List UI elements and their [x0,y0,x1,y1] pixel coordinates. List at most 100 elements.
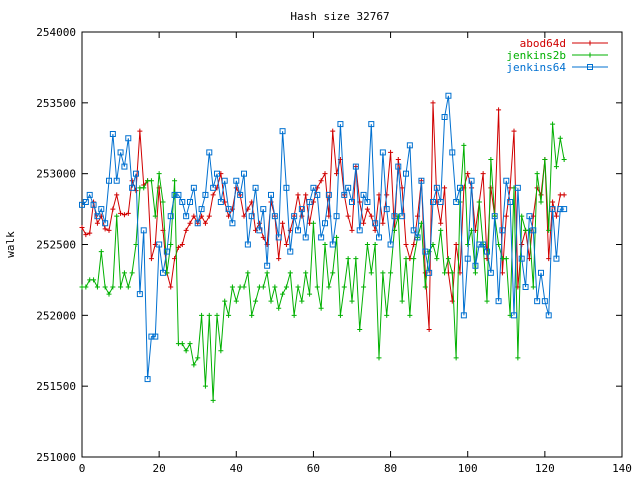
data-point-jenkins64 [426,269,433,276]
data-point-jenkins2b [222,298,228,304]
data-point-jenkins64 [387,241,394,248]
data-point-jenkins64 [260,206,267,213]
data-point-abod64d [114,192,120,198]
data-point-jenkins64 [364,199,371,205]
data-point-abod64d [118,210,124,216]
data-point-jenkins64 [271,213,278,220]
data-point-abod64d [442,185,448,191]
series-jenkins2b [79,121,567,403]
data-point-jenkins2b [121,270,127,276]
legend-marker-jenkins2b [587,52,593,58]
data-point-jenkins2b [341,284,347,290]
data-point-abod64d [465,171,471,177]
data-point-jenkins64 [399,213,406,220]
data-point-jenkins2b [179,341,185,347]
data-point-abod64d [83,232,89,238]
data-point-jenkins64 [476,241,483,248]
data-point-jenkins64 [376,234,382,241]
data-point-abod64d [303,192,309,198]
data-point-abod64d [388,149,394,155]
data-point-jenkins64 [256,227,263,234]
data-point-jenkins64 [190,184,197,191]
data-point-jenkins2b [310,220,316,226]
data-point-abod64d [137,128,143,134]
data-point-jenkins2b [399,298,405,304]
data-point-abod64d [480,171,486,177]
data-point-jenkins2b [218,348,224,354]
data-point-abod64d [550,199,556,205]
data-point-jenkins2b [418,220,424,226]
y-tick-label: 251500 [36,380,76,393]
data-point-abod64d [276,256,282,262]
data-point-jenkins64 [229,220,236,227]
data-point-jenkins64 [433,184,440,191]
data-point-jenkins64 [109,131,116,137]
data-point-jenkins2b [152,213,158,219]
data-point-abod64d [384,192,390,198]
data-point-jenkins2b [361,284,367,290]
data-point-jenkins64 [464,255,471,262]
data-point-jenkins2b [422,284,428,290]
data-point-jenkins64 [530,227,537,234]
data-point-jenkins2b [434,256,440,262]
data-point-jenkins2b [91,277,97,283]
data-point-jenkins2b [141,185,147,191]
data-point-jenkins2b [364,242,370,247]
x-tick-label: 80 [384,462,397,475]
data-point-jenkins2b [411,256,417,262]
series-line-jenkins2b [82,124,565,401]
data-point-jenkins2b [337,312,343,318]
x-tick-label: 40 [230,462,243,475]
data-point-abod64d [94,220,100,226]
data-point-jenkins2b [538,199,544,205]
data-point-jenkins64 [406,142,413,149]
data-point-jenkins64 [372,220,379,227]
data-point-jenkins64 [198,206,205,213]
data-point-jenkins2b [445,256,451,262]
data-point-jenkins2b [318,305,324,311]
data-point-jenkins2b [472,270,478,276]
data-point-jenkins2b [148,178,154,184]
data-point-abod64d [125,210,131,216]
data-point-jenkins2b [519,213,525,219]
data-point-abod64d [399,185,405,191]
data-point-jenkins2b [202,383,208,389]
data-point-jenkins64 [156,241,163,248]
data-point-jenkins64 [349,199,355,205]
data-point-jenkins2b [334,234,340,240]
data-point-jenkins64 [102,220,109,227]
data-point-jenkins64 [445,92,452,99]
data-point-jenkins64 [264,262,271,269]
data-point-jenkins64 [345,184,352,191]
data-point-jenkins64 [491,213,498,220]
x-tick-label: 140 [612,462,632,475]
data-point-abod64d [496,107,502,113]
data-point-jenkins64 [318,234,325,241]
data-point-jenkins2b [102,284,108,290]
data-point-jenkins2b [303,270,309,276]
data-point-jenkins64 [117,149,124,156]
data-point-abod64d [438,220,444,226]
data-point-jenkins2b [542,157,548,162]
data-point-jenkins2b [133,242,139,247]
series-abod64d [79,100,567,332]
data-point-jenkins64 [82,199,89,205]
data-point-abod64d [110,206,116,212]
data-point-jenkins64 [418,177,425,184]
data-point-jenkins64 [225,206,232,213]
data-point-abod64d [403,242,409,247]
data-point-abod64d [295,192,301,198]
data-point-jenkins64 [379,149,386,156]
data-point-jenkins64 [453,199,460,205]
data-point-jenkins2b [388,270,394,276]
data-point-jenkins64 [206,149,213,156]
data-point-abod64d [553,213,559,219]
data-point-jenkins2b [272,284,278,290]
data-point-jenkins64 [163,248,170,255]
data-point-jenkins64 [179,199,186,205]
data-point-jenkins2b [384,312,390,318]
data-point-jenkins64 [214,170,220,177]
data-point-abod64d [148,256,154,262]
data-point-abod64d [368,213,374,219]
data-point-jenkins2b [330,270,336,276]
